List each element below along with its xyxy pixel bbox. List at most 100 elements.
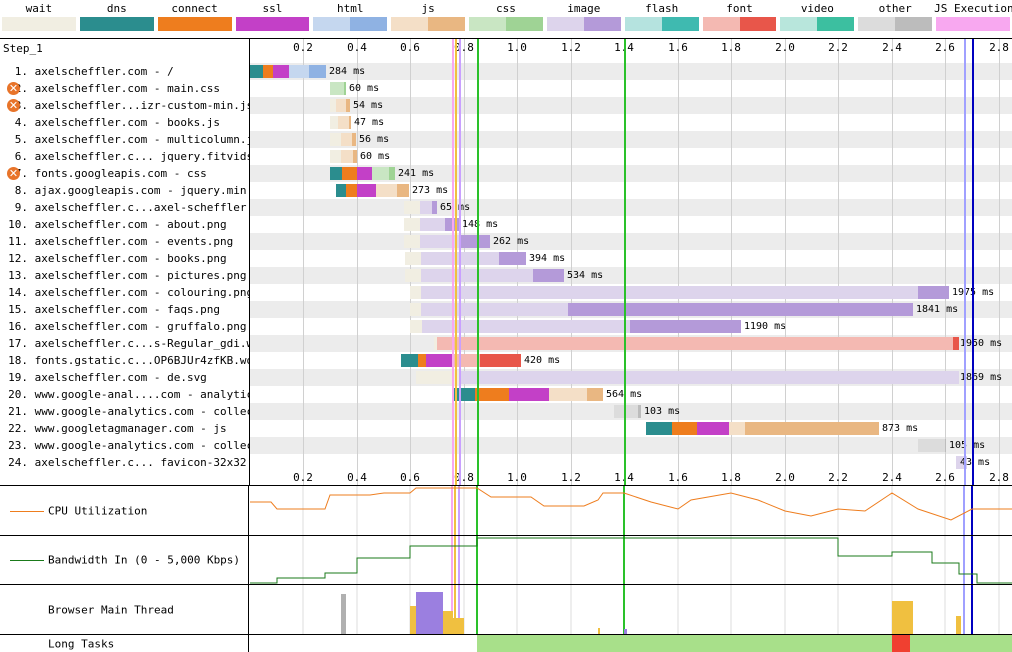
- request-url: axelscheffler.com - about.png: [28, 218, 227, 231]
- request-label[interactable]: 12. axelscheffler.com - books.png: [0, 250, 249, 267]
- request-bar-download: [945, 439, 946, 452]
- request-url: axelscheffler.com - de.svg: [28, 371, 207, 384]
- gridline: [678, 39, 679, 485]
- legend-ssl-swatch: [235, 17, 310, 31]
- request-label[interactable]: 16. axelscheffler.com - gruffalo.png: [0, 318, 249, 335]
- request-label[interactable]: 1. axelscheffler.com - /: [0, 63, 249, 80]
- axis-tick-bottom: 2.0: [775, 471, 795, 484]
- request-number: 17.: [8, 337, 28, 350]
- legend-ssl-label: ssl: [262, 2, 283, 15]
- request-label[interactable]: 15. axelscheffler.com - faqs.png: [0, 301, 249, 318]
- request-label[interactable]: 4. axelscheffler.com - books.js: [0, 114, 249, 131]
- request-bar-download: [309, 65, 326, 78]
- timing-marker: [477, 39, 479, 485]
- request-bar-connect: [672, 422, 697, 435]
- legend-html-swatch: [313, 17, 388, 31]
- axis-tick-bottom: 2.4: [882, 471, 902, 484]
- request-bar-ttfb: [453, 354, 480, 367]
- axis-tick-top: 1.6: [668, 41, 688, 54]
- request-url: axelscheffler.c... favicon-32x32.png: [28, 456, 274, 469]
- request-label[interactable]: 10. axelscheffler.com - about.png: [0, 216, 249, 233]
- row-background: [250, 97, 1012, 114]
- timeline-area: 0.20.20.40.40.60.60.80.81.01.01.21.21.41…: [250, 39, 1012, 485]
- request-number: 15.: [8, 303, 28, 316]
- legend-html: html: [311, 0, 389, 34]
- request-bar-ttfb: [549, 388, 587, 401]
- request-bar-download: [745, 422, 879, 435]
- request-label[interactable]: 14. axelscheffler.com - colouring.png: [0, 284, 253, 301]
- request-label[interactable]: 19. axelscheffler.com - de.svg: [0, 369, 249, 386]
- gridline: [838, 39, 839, 485]
- axis-tick-bottom: 2.8: [989, 471, 1009, 484]
- request-label[interactable]: 3. axelscheffler...izr-custom-min.js ✕: [0, 97, 253, 114]
- request-label[interactable]: 24. axelscheffler.c... favicon-32x32.png: [0, 454, 273, 471]
- row-background: [250, 386, 1012, 403]
- request-duration: 262 ms: [493, 236, 530, 247]
- request-bar-ssl: [426, 354, 453, 367]
- legend-video: video: [778, 0, 856, 34]
- request-label[interactable]: 22. www.googletagmanager.com - js: [0, 420, 249, 437]
- request-number: 6.: [14, 150, 28, 163]
- request-bar-download: [397, 184, 409, 197]
- legend-connect-label: connect: [171, 2, 218, 15]
- request-label[interactable]: 21. www.google-analytics.com - collect: [0, 403, 260, 420]
- main-thread-activity: [956, 616, 961, 634]
- request-duration: 284 ms: [329, 66, 366, 77]
- request-bar-download: [533, 269, 564, 282]
- timing-marker: [972, 39, 974, 485]
- main-thread-activity: [341, 594, 346, 634]
- request-bar-download: [432, 201, 437, 214]
- request-label-column: Step_1 1. axelscheffler.com - /2. axelsc…: [0, 39, 280, 485]
- request-number: 23.: [8, 439, 28, 452]
- legend-wait: wait: [0, 0, 78, 34]
- request-label[interactable]: 7. fonts.googleapis.com - css ✕: [0, 165, 249, 182]
- request-bar-download: [630, 320, 741, 333]
- request-label[interactable]: 5. axelscheffler.com - multicolumn.js: [0, 131, 260, 148]
- request-bar-dns: [452, 388, 475, 401]
- request-label[interactable]: 17. axelscheffler.c...s-Regular_gdi.woff: [0, 335, 273, 352]
- request-bar-download: [499, 252, 526, 265]
- main-thread-activity: [453, 618, 464, 634]
- request-url: ajax.googleapis.com - jquery.min.js: [28, 184, 267, 197]
- step-label: Step_1: [3, 42, 43, 55]
- request-number: 4.: [14, 116, 28, 129]
- legend-dns-label: dns: [106, 2, 127, 15]
- gridline: [731, 39, 732, 485]
- request-number: 10.: [8, 218, 28, 231]
- request-bar-connect: [418, 354, 426, 367]
- request-bar-connect: [346, 184, 357, 197]
- request-url: axelscheffler.com - events.png: [28, 235, 234, 248]
- timing-marker: [964, 39, 966, 485]
- request-bar-wait: [416, 371, 459, 384]
- timing-marker: [452, 39, 454, 485]
- main-thread-activity: [892, 601, 913, 634]
- axis-tick-bottom: 2.6: [935, 471, 955, 484]
- request-label[interactable]: 8. ajax.googleapis.com - jquery.min.js: [0, 182, 267, 199]
- gridline: [785, 39, 786, 485]
- request-label[interactable]: 23. www.google-analytics.com - collect: [0, 437, 260, 454]
- request-label[interactable]: 2. axelscheffler.com - main.css ✕: [0, 80, 249, 97]
- request-label[interactable]: 13. axelscheffler.com - pictures.png: [0, 267, 249, 284]
- request-label[interactable]: 6. axelscheffler.c... jquery.fitvids.js: [0, 148, 273, 165]
- request-bar-ttfb: [459, 371, 959, 384]
- row-background: [250, 148, 1012, 165]
- row-background: [250, 80, 1012, 97]
- request-bar-connect: [342, 167, 357, 180]
- request-bar-wait: [404, 218, 420, 231]
- request-bar-ssl: [357, 184, 376, 197]
- legend: wait dns connect ssl html js css image flash font…: [0, 0, 1012, 34]
- request-label[interactable]: 11. axelscheffler.com - events.png: [0, 233, 249, 250]
- legend-flash-label: flash: [645, 2, 679, 15]
- long-task-block: [892, 635, 910, 652]
- request-label[interactable]: 18. fonts.gstatic.c...OP6BJUr4zfKB.woff2: [0, 352, 273, 369]
- request-duration: 103 ms: [644, 406, 681, 417]
- request-bar-wait: [330, 150, 341, 163]
- request-duration: 43 ms: [960, 457, 991, 468]
- request-bar-wait: [330, 116, 338, 129]
- request-label[interactable]: 20. www.google-anal....com - analytics.j…: [0, 386, 280, 403]
- request-label[interactable]: 9. axelscheffler.c...axel-scheffler.png: [0, 199, 273, 216]
- request-bar-ttfb: [336, 99, 346, 112]
- request-bar-ttfb: [422, 320, 630, 333]
- gridline: [999, 39, 1000, 485]
- request-number: 12.: [8, 252, 28, 265]
